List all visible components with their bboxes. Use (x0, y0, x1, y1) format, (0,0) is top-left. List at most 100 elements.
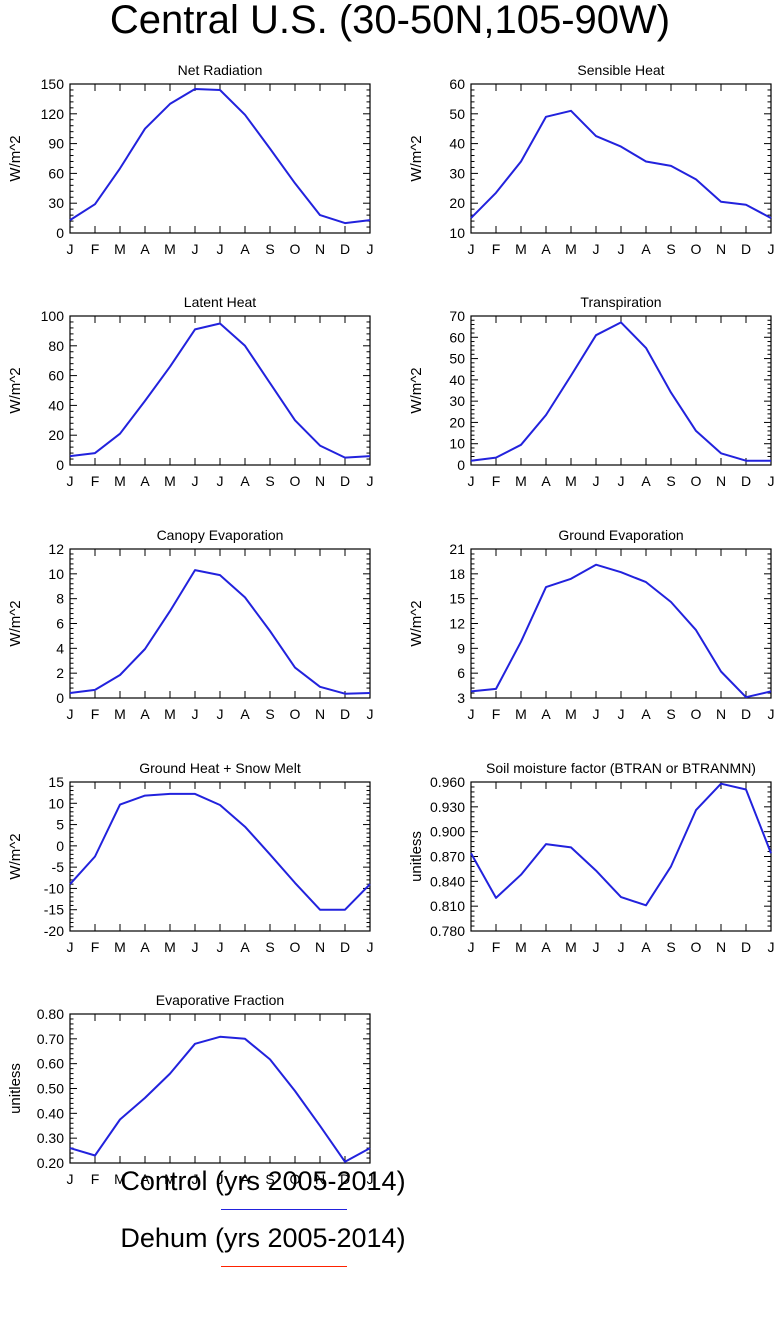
y-tick-label: 0.30 (37, 1130, 64, 1146)
data-point (144, 648, 146, 650)
y-axis-label: W/m^2 (7, 135, 24, 181)
data-point (94, 1155, 96, 1157)
x-tick-label: J (217, 939, 224, 955)
x-tick-label: F (492, 473, 501, 489)
data-point (645, 160, 647, 162)
data-point (69, 455, 71, 457)
y-tick-label: 0.870 (430, 849, 465, 865)
x-tick-label: A (541, 241, 551, 257)
y-tick-label: 0.810 (430, 898, 465, 914)
x-tick-label: S (666, 939, 675, 955)
data-point (470, 852, 472, 854)
x-tick-label: J (593, 939, 600, 955)
x-tick-label: S (265, 241, 274, 257)
y-tick-label: 12 (48, 541, 64, 557)
y-tick-label: 0 (56, 838, 64, 854)
data-point (219, 322, 221, 324)
data-point (369, 1147, 371, 1149)
data-point (369, 219, 371, 221)
y-tick-label: 9 (457, 640, 465, 656)
x-tick-label: J (768, 706, 775, 722)
x-tick-label: J (768, 241, 775, 257)
x-tick-label: N (716, 939, 726, 955)
y-tick-label: 150 (41, 76, 65, 92)
x-tick-label: J (618, 706, 625, 722)
x-tick-label: A (641, 939, 651, 955)
y-tick-label: 21 (449, 541, 465, 557)
data-point (144, 1097, 146, 1099)
data-point (119, 433, 121, 435)
data-point (269, 853, 271, 855)
chart-panel: Ground Heat + Snow Melt W/m^2 -20 -15 -10 -5 0… (7, 760, 374, 955)
data-point (294, 882, 296, 884)
data-point (69, 692, 71, 694)
data-point (495, 897, 497, 899)
x-tick-label: M (515, 241, 527, 257)
series-control-line (470, 321, 771, 462)
y-tick-label: 20 (449, 414, 465, 430)
y-tick-label: 60 (48, 165, 64, 181)
series-control-line (69, 569, 371, 695)
data-point (319, 445, 321, 447)
x-tick-label: D (340, 939, 350, 955)
x-tick-label: O (691, 706, 702, 722)
y-axis-label: W/m^2 (7, 600, 24, 646)
y-tick-label: 40 (449, 372, 465, 388)
y-axis-label: W/m^2 (408, 600, 425, 646)
x-tick-label: J (67, 1171, 74, 1187)
data-point (269, 1058, 271, 1060)
x-tick-label: J (67, 241, 74, 257)
data-point (620, 571, 622, 573)
x-tick-label: J (67, 706, 74, 722)
x-tick-label: M (565, 939, 577, 955)
y-tick-label: 100 (41, 308, 65, 324)
y-tick-label: 0.80 (37, 1006, 64, 1022)
x-tick-label: A (140, 1171, 150, 1187)
y-tick-label: -5 (52, 859, 65, 875)
panel-title: Ground Heat + Snow Melt (139, 760, 301, 776)
y-tick-label: 10 (449, 436, 465, 452)
x-tick-label: J (367, 939, 374, 955)
data-point (319, 909, 321, 911)
y-tick-label: 0.70 (37, 1031, 64, 1047)
x-tick-label: D (741, 939, 751, 955)
x-tick-label: M (565, 473, 577, 489)
y-tick-label: 60 (449, 76, 465, 92)
data-point (94, 452, 96, 454)
x-tick-label: S (265, 706, 274, 722)
x-tick-label: F (492, 241, 501, 257)
plot-frame (470, 781, 772, 932)
data-point (770, 852, 772, 854)
data-point (720, 452, 722, 454)
y-tick-label: 60 (449, 329, 465, 345)
x-tick-label: J (468, 706, 475, 722)
legend-dehum-line (221, 1266, 347, 1267)
data-point (319, 1125, 321, 1127)
x-tick-label: M (565, 706, 577, 722)
data-point (269, 382, 271, 384)
chart-panel: Soil moisture factor (BTRAN or BTRANMN) u… (408, 760, 775, 955)
data-point (194, 328, 196, 330)
x-tick-label: F (91, 473, 100, 489)
data-point (695, 430, 697, 432)
panel-title: Net Radiation (178, 62, 263, 78)
plot-frame (470, 315, 772, 466)
y-tick-label: 30 (48, 195, 64, 211)
data-point (219, 1036, 221, 1038)
data-point (695, 629, 697, 631)
x-tick-label: A (641, 473, 651, 489)
x-tick-label: N (315, 1171, 325, 1187)
data-point (169, 103, 171, 105)
data-point (745, 788, 747, 790)
data-point (144, 128, 146, 130)
plot-frame (470, 83, 772, 234)
data-point (570, 375, 572, 377)
y-tick-label: 90 (48, 136, 64, 152)
data-point (545, 116, 547, 118)
panel-title: Transpiration (580, 294, 661, 310)
x-tick-label: J (192, 241, 199, 257)
x-tick-label: S (265, 939, 274, 955)
